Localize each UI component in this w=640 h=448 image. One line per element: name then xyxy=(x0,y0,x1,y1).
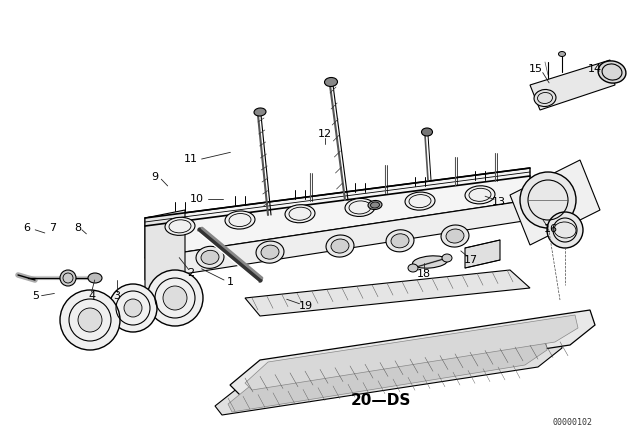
Text: 2: 2 xyxy=(187,268,195,278)
Ellipse shape xyxy=(422,128,433,136)
Polygon shape xyxy=(465,240,500,268)
Polygon shape xyxy=(530,60,615,110)
Text: 12: 12 xyxy=(318,129,332,139)
Text: 19: 19 xyxy=(299,301,313,310)
Polygon shape xyxy=(230,310,595,395)
Ellipse shape xyxy=(371,202,380,208)
Ellipse shape xyxy=(261,245,279,259)
Ellipse shape xyxy=(442,254,452,262)
Ellipse shape xyxy=(368,200,382,210)
Ellipse shape xyxy=(598,61,626,83)
Ellipse shape xyxy=(386,230,414,252)
Ellipse shape xyxy=(559,52,566,56)
Circle shape xyxy=(147,270,203,326)
Polygon shape xyxy=(245,270,530,316)
Polygon shape xyxy=(215,332,562,415)
Text: 10: 10 xyxy=(190,194,204,204)
Text: 18: 18 xyxy=(417,269,431,279)
Text: 14: 14 xyxy=(588,65,602,74)
Ellipse shape xyxy=(225,211,255,229)
Text: 5: 5 xyxy=(32,291,38,301)
Circle shape xyxy=(60,270,76,286)
Text: 8: 8 xyxy=(74,224,82,233)
Polygon shape xyxy=(145,168,530,258)
Ellipse shape xyxy=(441,225,469,247)
Ellipse shape xyxy=(256,241,284,263)
Circle shape xyxy=(547,212,583,248)
Polygon shape xyxy=(145,200,530,280)
Ellipse shape xyxy=(391,234,409,248)
Ellipse shape xyxy=(405,192,435,210)
Ellipse shape xyxy=(254,108,266,116)
Text: 4: 4 xyxy=(88,291,95,301)
Text: 20—DS: 20—DS xyxy=(351,393,411,409)
Ellipse shape xyxy=(446,229,464,243)
Ellipse shape xyxy=(413,256,447,268)
Polygon shape xyxy=(228,335,547,412)
Text: 1: 1 xyxy=(227,277,234,287)
Text: 9: 9 xyxy=(151,172,159,182)
Text: 17: 17 xyxy=(463,255,477,265)
Text: 6: 6 xyxy=(24,224,30,233)
Ellipse shape xyxy=(408,264,418,272)
Ellipse shape xyxy=(345,198,375,216)
Polygon shape xyxy=(510,160,600,245)
Circle shape xyxy=(520,172,576,228)
Circle shape xyxy=(124,299,142,317)
Polygon shape xyxy=(145,210,185,298)
Polygon shape xyxy=(245,315,578,390)
Text: 11: 11 xyxy=(184,154,198,164)
Ellipse shape xyxy=(196,246,224,268)
Ellipse shape xyxy=(165,217,195,235)
Text: 16: 16 xyxy=(543,224,557,234)
Ellipse shape xyxy=(285,205,315,223)
Text: 7: 7 xyxy=(49,224,56,233)
Ellipse shape xyxy=(88,273,102,283)
Ellipse shape xyxy=(324,78,337,86)
Circle shape xyxy=(109,284,157,332)
Text: 3: 3 xyxy=(114,291,120,301)
Ellipse shape xyxy=(534,90,556,107)
Ellipse shape xyxy=(201,250,219,264)
Circle shape xyxy=(163,286,187,310)
Ellipse shape xyxy=(331,239,349,253)
Circle shape xyxy=(78,308,102,332)
Text: 15: 15 xyxy=(529,65,543,74)
Text: 13: 13 xyxy=(492,197,506,207)
Ellipse shape xyxy=(465,186,495,204)
Text: 00000102: 00000102 xyxy=(553,418,593,426)
Ellipse shape xyxy=(326,235,354,257)
Circle shape xyxy=(60,290,120,350)
